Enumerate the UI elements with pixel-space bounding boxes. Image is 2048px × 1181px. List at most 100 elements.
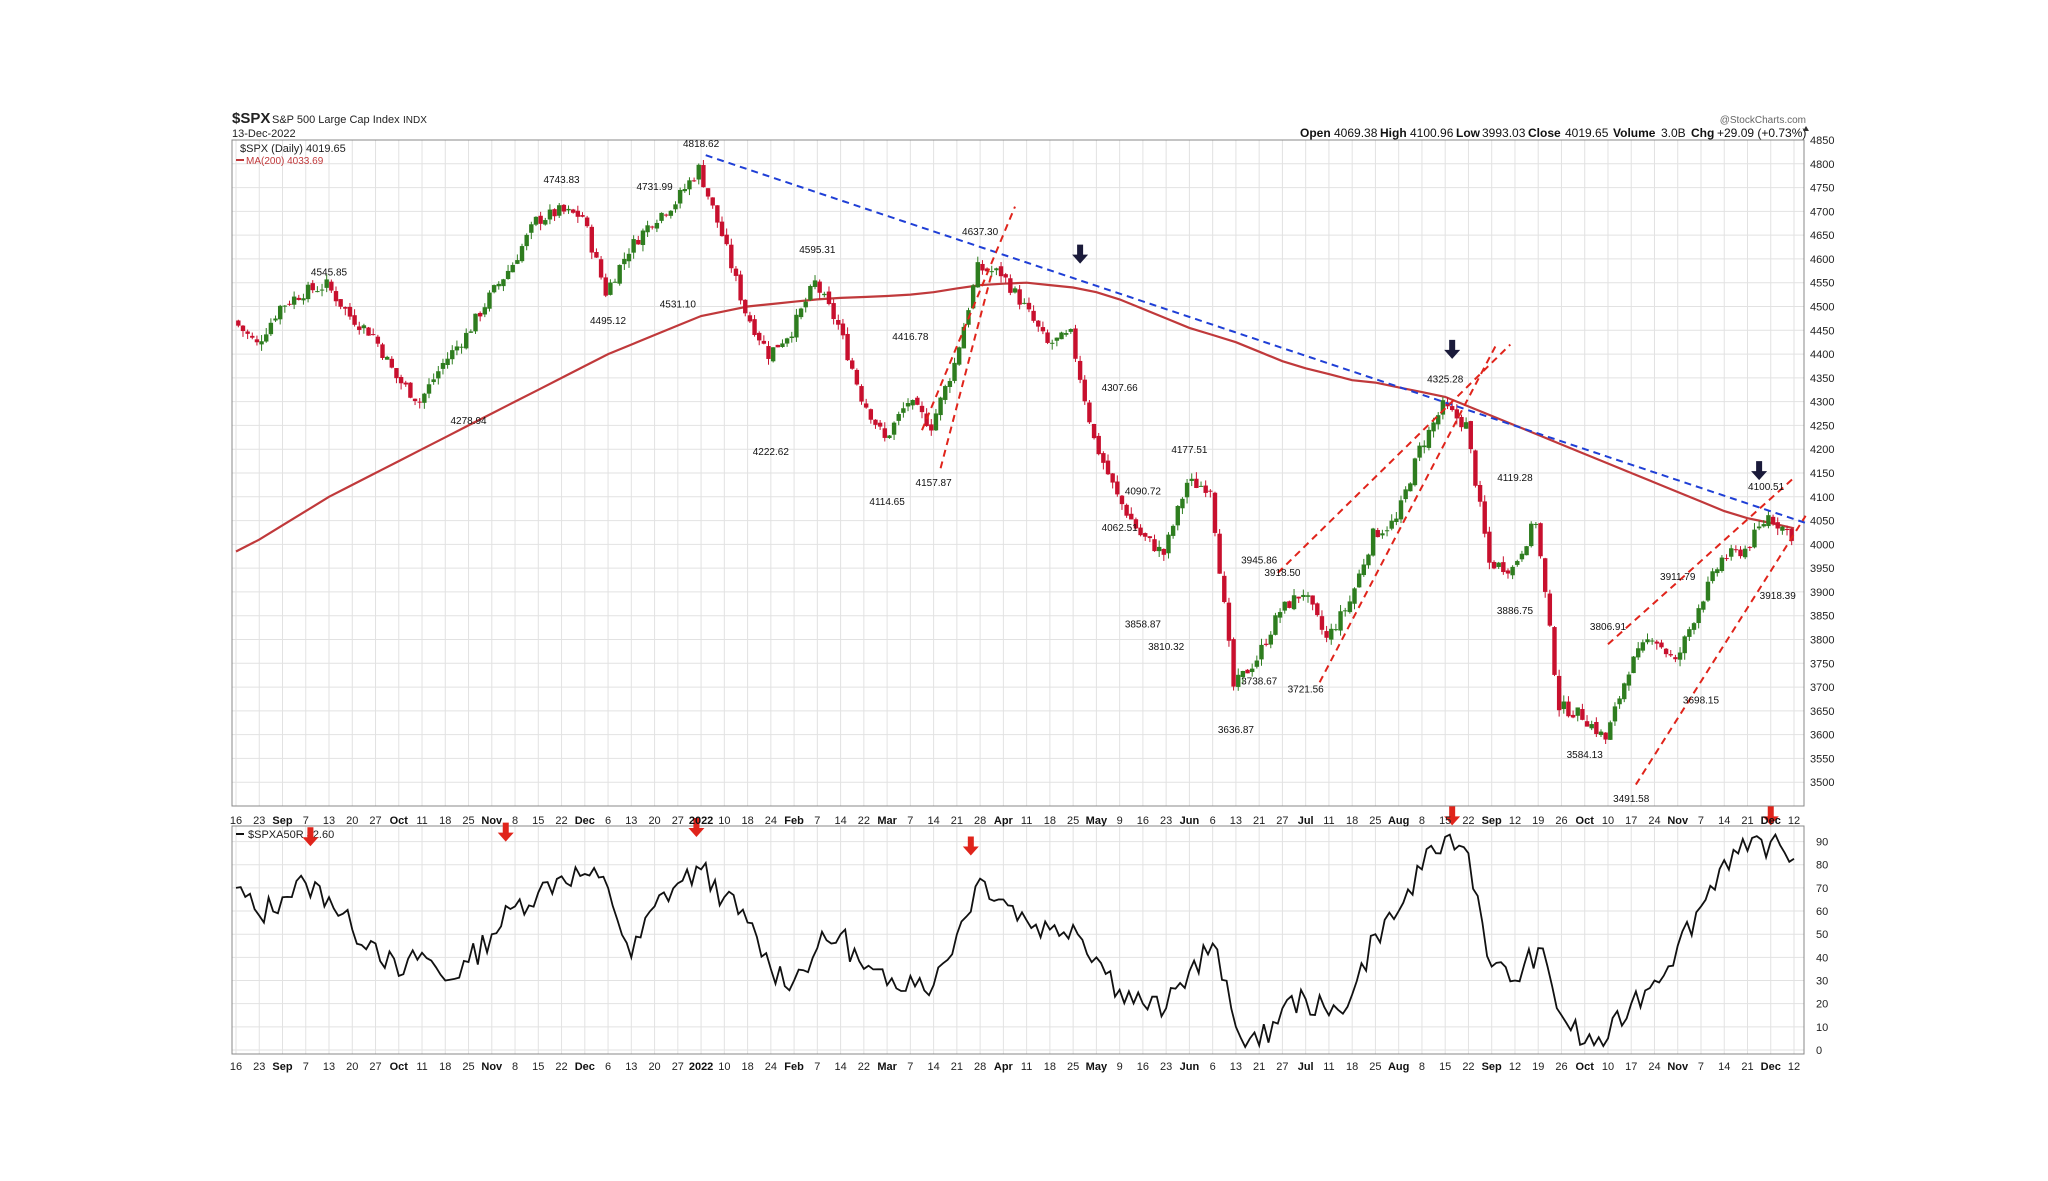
breadth-legend: $SPXA50R 82.60: [248, 829, 334, 841]
candle-body: [1054, 337, 1060, 341]
breadth-x-tick: 18: [439, 1061, 451, 1073]
breadth-x-tick: 18: [1044, 1061, 1056, 1073]
breadth-x-tick: 27: [672, 1061, 684, 1073]
candle-body: [584, 217, 590, 227]
price-x-tick: 10: [1602, 815, 1614, 827]
candle-body: [580, 215, 585, 217]
exchange: INDX: [403, 115, 427, 126]
candle-body: [277, 305, 283, 320]
price-x-tick: 11: [416, 815, 427, 827]
price-label-layer: 4545.85 4278.94 4743.83 4495.12 4731.99 4531.…: [311, 139, 1796, 805]
price-y-tick: 4850: [1810, 135, 1834, 147]
price-x-tick: 7: [1698, 815, 1704, 827]
candle-body: [1701, 601, 1706, 610]
trendline-layer: [705, 154, 1807, 786]
price-panel-frame: [231, 139, 1805, 807]
candle-body: [845, 333, 850, 361]
candle-body: [1626, 674, 1632, 686]
breadth-x-tick: Jul: [1298, 1061, 1314, 1073]
price-x-tick: 19: [1532, 815, 1544, 827]
candle-body: [1715, 569, 1720, 574]
candle-body: [543, 220, 548, 225]
breadth-x-tick: 27: [369, 1061, 381, 1073]
price-x-tick: 27: [369, 815, 381, 827]
ma-legend: MA(200) 4033.69: [246, 156, 324, 167]
candle-body: [1110, 473, 1115, 483]
price-y-tick: 3950: [1810, 563, 1834, 575]
candle-body: [696, 164, 701, 180]
candle-body: [1045, 332, 1050, 343]
candle-body: [1008, 278, 1013, 293]
candle-body: [1510, 566, 1515, 576]
candle-body: [1445, 402, 1450, 407]
candle-body: [998, 266, 1004, 277]
breadth-x-tick: 21: [951, 1061, 963, 1073]
candle-body: [589, 226, 594, 253]
candle-body: [919, 405, 925, 413]
candle-body: [1575, 707, 1580, 716]
candle-body: [389, 358, 394, 368]
breadth-x-tick: 9: [1117, 1061, 1123, 1073]
price-label: 4307.66: [1102, 383, 1139, 394]
breadth-x-tick: 25: [1067, 1061, 1079, 1073]
candle-body: [873, 419, 878, 425]
price-y-tick: 4750: [1810, 183, 1834, 195]
red-down-arrow-icon: [1444, 806, 1461, 826]
candle-body: [798, 308, 804, 318]
price-label: 3911.79: [1660, 572, 1696, 583]
arrow-layer: [302, 244, 1779, 856]
close-label: Close: [1528, 126, 1561, 140]
price-x-tick: 7: [303, 815, 309, 827]
candle-body: [1287, 601, 1292, 608]
candle-body: [343, 307, 348, 309]
candle-body: [1612, 706, 1618, 722]
candle-body: [1654, 641, 1660, 644]
breadth-x-tick: Dec: [575, 1061, 595, 1073]
candle-body: [301, 298, 306, 301]
candle-body: [1352, 588, 1357, 604]
candle-body: [1119, 495, 1125, 505]
candle-body: [519, 246, 525, 262]
candle-body: [1073, 328, 1078, 359]
breadth-x-tick: 20: [346, 1061, 358, 1073]
candle-body: [1719, 557, 1725, 571]
breadth-line: [235, 832, 1795, 1049]
breadth-x-tick: 6: [605, 1061, 611, 1073]
candle-body: [1710, 571, 1715, 582]
candle-body: [766, 346, 771, 359]
candle-body: [1529, 523, 1534, 547]
candle-body: [1454, 409, 1460, 419]
candle-body: [1236, 674, 1241, 687]
chg-value: +29.09 (+0.73%): [1717, 126, 1806, 140]
price-x-tick: 13: [323, 815, 335, 827]
candle-body: [1012, 288, 1018, 293]
candle-body: [1649, 640, 1655, 642]
price-y-tick: 4500: [1810, 302, 1834, 314]
price-y-tick: 3850: [1810, 611, 1834, 623]
breadth-x-tick: 16: [1137, 1061, 1149, 1073]
candle-body: [464, 332, 469, 349]
candle-body: [1040, 327, 1046, 332]
red-channel-line: [1277, 343, 1512, 574]
candle-body: [352, 315, 357, 325]
candle-body: [1263, 643, 1269, 645]
candle-body: [482, 307, 488, 315]
candle-body: [1501, 562, 1506, 573]
candle-body: [357, 326, 362, 330]
candle-body: [961, 326, 967, 349]
candle-body: [631, 239, 636, 253]
price-x-tick: 27: [672, 815, 684, 827]
candle-body: [1133, 519, 1139, 529]
candle-body: [561, 204, 567, 212]
candle-body: [1384, 530, 1390, 532]
candle-body: [1310, 595, 1315, 605]
candle-body: [975, 262, 980, 288]
candle-body: [524, 234, 529, 247]
candle-body: [710, 197, 715, 206]
candle-body: [375, 336, 381, 344]
candle-body: [245, 331, 250, 334]
candle-body: [984, 268, 990, 272]
price-x-tick: 21: [1253, 815, 1265, 827]
candlestick-layer: [236, 159, 1794, 745]
